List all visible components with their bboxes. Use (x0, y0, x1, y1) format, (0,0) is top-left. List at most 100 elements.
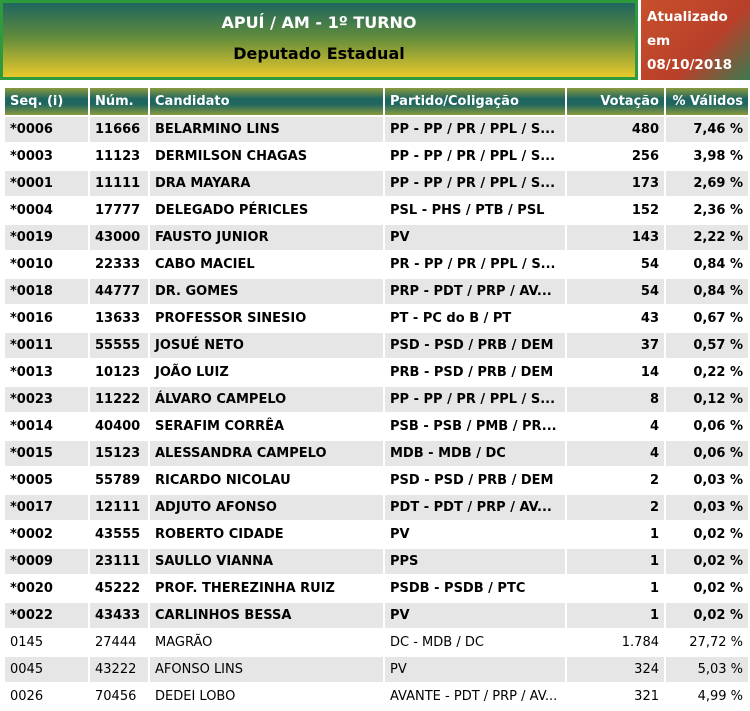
cell-percent: 2,22 % (664, 223, 750, 252)
cell-percent: 0,22 % (664, 358, 750, 387)
cell-seq: *0010 (3, 250, 90, 279)
cell-percent: 0,06 % (664, 412, 750, 441)
update-label: Atualizado em (647, 9, 728, 49)
cell-seq: 0026 (3, 682, 90, 711)
table-row: *0013 10123 JOÃO LUIZ PRB - PSD / PRB / DEM… (3, 358, 750, 387)
cell-party: PR - PP / PR / PPL / S... (383, 250, 567, 279)
cell-num: 43433 (88, 601, 150, 630)
table-row: 0045 43222 AFONSO LINS PV 324 5,03 % (3, 655, 750, 684)
cell-candidate: ADJUTO AFONSO (148, 493, 385, 522)
cell-candidate: AFONSO LINS (148, 655, 385, 684)
cell-votes: 4 (565, 412, 666, 441)
cell-percent: 0,02 % (664, 547, 750, 576)
cell-percent: 0,03 % (664, 493, 750, 522)
cell-seq: *0005 (3, 466, 90, 495)
cell-votes: 173 (565, 169, 666, 198)
cell-percent: 0,67 % (664, 304, 750, 333)
update-date: 08/10/2018 (647, 57, 733, 73)
cell-seq: *0022 (3, 601, 90, 630)
cell-party: MDB - MDB / DC (383, 439, 567, 468)
cell-candidate: JOÃO LUIZ (148, 358, 385, 387)
cell-candidate: SERAFIM CORRÊA (148, 412, 385, 441)
page-title: APUÍ / AM - 1º TURNO (221, 13, 417, 32)
cell-percent: 0,02 % (664, 601, 750, 630)
cell-party: PSB - PSB / PMB / PR... (383, 412, 567, 441)
table-row: *0004 17777 DELEGADO PÉRICLES PSL - PHS / P… (3, 196, 750, 225)
cell-num: 13633 (88, 304, 150, 333)
cell-candidate: ROBERTO CIDADE (148, 520, 385, 549)
cell-seq: *0004 (3, 196, 90, 225)
cell-party: PRB - PSD / PRB / DEM (383, 358, 567, 387)
cell-votes: 37 (565, 331, 666, 360)
cell-candidate: CABO MACIEL (148, 250, 385, 279)
cell-votes: 54 (565, 250, 666, 279)
col-seq[interactable]: Seq. (i) (3, 86, 90, 117)
cell-seq: *0017 (3, 493, 90, 522)
cell-seq: *0006 (3, 115, 90, 144)
page-header: APUÍ / AM - 1º TURNO Deputado Estadual (0, 0, 638, 80)
cell-num: 17777 (88, 196, 150, 225)
cell-candidate: SAULLO VIANNA (148, 547, 385, 576)
cell-seq: 0145 (3, 628, 90, 657)
cell-votes: 14 (565, 358, 666, 387)
cell-percent: 27,72 % (664, 628, 750, 657)
table-row: 0026 70456 DEDEI LOBO AVANTE - PDT / PRP / … (3, 682, 750, 711)
cell-percent: 0,03 % (664, 466, 750, 495)
cell-candidate: RICARDO NICOLAU (148, 466, 385, 495)
cell-num: 23111 (88, 547, 150, 576)
cell-percent: 0,84 % (664, 277, 750, 306)
cell-candidate: ALESSANDRA CAMPELO (148, 439, 385, 468)
cell-percent: 0,06 % (664, 439, 750, 468)
cell-num: 43222 (88, 655, 150, 684)
cell-seq: *0016 (3, 304, 90, 333)
table-row: *0017 12111 ADJUTO AFONSO PDT - PDT / PRP /… (3, 493, 750, 522)
cell-percent: 2,69 % (664, 169, 750, 198)
cell-seq: *0018 (3, 277, 90, 306)
cell-votes: 2 (565, 466, 666, 495)
cell-votes: 143 (565, 223, 666, 252)
cell-votes: 324 (565, 655, 666, 684)
cell-candidate: FAUSTO JUNIOR (148, 223, 385, 252)
cell-num: 27444 (88, 628, 150, 657)
cell-seq: *0020 (3, 574, 90, 603)
cell-percent: 3,98 % (664, 142, 750, 171)
cell-candidate: DEDEI LOBO (148, 682, 385, 711)
cell-num: 43555 (88, 520, 150, 549)
col-votes: Votação (565, 86, 666, 117)
cell-num: 55555 (88, 331, 150, 360)
cell-party: PT - PC do B / PT (383, 304, 567, 333)
cell-votes: 1 (565, 520, 666, 549)
cell-votes: 8 (565, 385, 666, 414)
cell-seq: *0015 (3, 439, 90, 468)
update-box: Atualizado em 08/10/2018 06:40:15 (641, 0, 750, 97)
cell-votes: 2 (565, 493, 666, 522)
cell-candidate: JOSUÉ NETO (148, 331, 385, 360)
cell-num: 22333 (88, 250, 150, 279)
cell-candidate: MAGRÃO (148, 628, 385, 657)
cell-num: 45222 (88, 574, 150, 603)
cell-num: 11123 (88, 142, 150, 171)
cell-votes: 54 (565, 277, 666, 306)
cell-seq: *0011 (3, 331, 90, 360)
cell-percent: 0,57 % (664, 331, 750, 360)
cell-party: AVANTE - PDT / PRP / AV... (383, 682, 567, 711)
cell-party: PSD - PSD / PRB / DEM (383, 331, 567, 360)
cell-votes: 1.784 (565, 628, 666, 657)
col-num: Núm. (88, 86, 150, 117)
table-row: *0010 22333 CABO MACIEL PR - PP / PR / PPL … (3, 250, 750, 279)
cell-seq: 0045 (3, 655, 90, 684)
cell-num: 11222 (88, 385, 150, 414)
table-row: *0009 23111 SAULLO VIANNA PPS 1 0,02 % (3, 547, 750, 576)
cell-num: 55789 (88, 466, 150, 495)
table-row: *0001 11111 DRA MAYARA PP - PP / PR / PPL /… (3, 169, 750, 198)
cell-seq: *0014 (3, 412, 90, 441)
table-row: *0014 40400 SERAFIM CORRÊA PSB - PSB / PMB … (3, 412, 750, 441)
cell-seq: *0009 (3, 547, 90, 576)
cell-party: PSL - PHS / PTB / PSL (383, 196, 567, 225)
cell-num: 40400 (88, 412, 150, 441)
table-row: *0015 15123 ALESSANDRA CAMPELO MDB - MDB / … (3, 439, 750, 468)
results-table: Seq. (i) Núm. Candidato Partido/Coligaçã… (3, 86, 750, 711)
cell-percent: 4,99 % (664, 682, 750, 711)
table-row: *0019 43000 FAUSTO JUNIOR PV 143 2,22 % (3, 223, 750, 252)
table-row: *0018 44777 DR. GOMES PRP - PDT / PRP / AV.… (3, 277, 750, 306)
